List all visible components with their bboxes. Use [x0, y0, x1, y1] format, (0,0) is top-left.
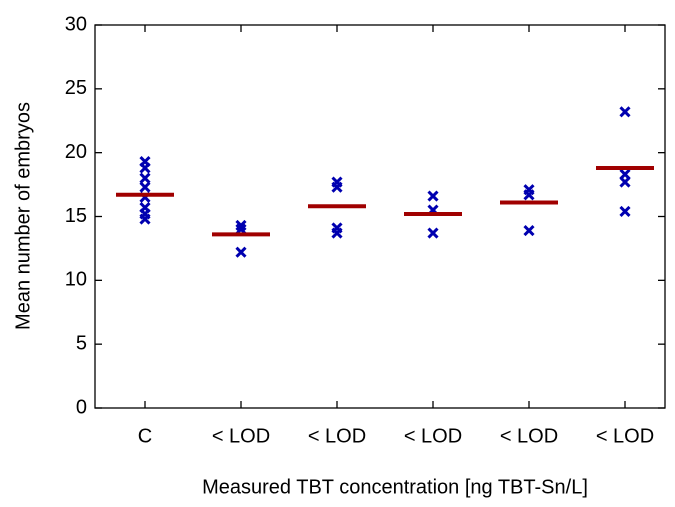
data-point	[139, 213, 151, 225]
y-tick-label: 0	[76, 396, 87, 418]
data-point	[139, 162, 151, 174]
data-point	[235, 219, 247, 231]
plot-frame	[94, 24, 666, 409]
y-tick-label: 10	[65, 269, 87, 291]
y-tick-label: 30	[65, 13, 87, 35]
data-point	[139, 181, 151, 193]
x-tick-label: < LOD	[308, 425, 366, 447]
data-point	[331, 181, 343, 193]
data-point	[139, 172, 151, 184]
y-axis-label: Mean number of embryos	[12, 102, 34, 330]
data-point	[427, 190, 439, 202]
data-point	[235, 246, 247, 258]
data-point	[619, 106, 631, 118]
data-point	[619, 205, 631, 217]
data-point	[523, 189, 535, 201]
x-tick-label: < LOD	[596, 425, 654, 447]
data-point	[523, 224, 535, 237]
y-tick-label: 20	[65, 141, 87, 163]
x-axis-label: Measured TBT concentration [ng TBT-Sn/L]	[202, 476, 588, 498]
x-tick-label: C	[138, 425, 152, 447]
data-point	[235, 223, 247, 235]
x-tick-label: < LOD	[212, 425, 270, 447]
data-point	[619, 176, 631, 188]
x-tick-label: < LOD	[404, 425, 462, 447]
y-tick-label: 25	[65, 77, 87, 99]
y-tick-label: 5	[76, 332, 87, 354]
data-point	[427, 227, 439, 239]
x-tick-label: < LOD	[500, 425, 558, 447]
data-point	[331, 227, 343, 239]
y-tick-label: 15	[65, 205, 87, 227]
